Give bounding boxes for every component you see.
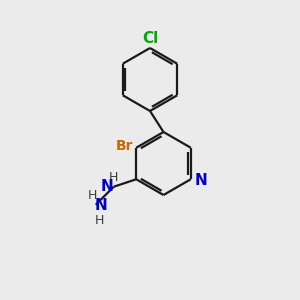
Text: H: H <box>87 189 97 203</box>
Text: N: N <box>95 199 107 214</box>
Text: Cl: Cl <box>142 31 158 46</box>
Text: H: H <box>108 171 118 184</box>
Text: N: N <box>101 179 113 194</box>
Text: Br: Br <box>116 139 133 153</box>
Text: H: H <box>94 214 104 227</box>
Text: N: N <box>194 173 207 188</box>
